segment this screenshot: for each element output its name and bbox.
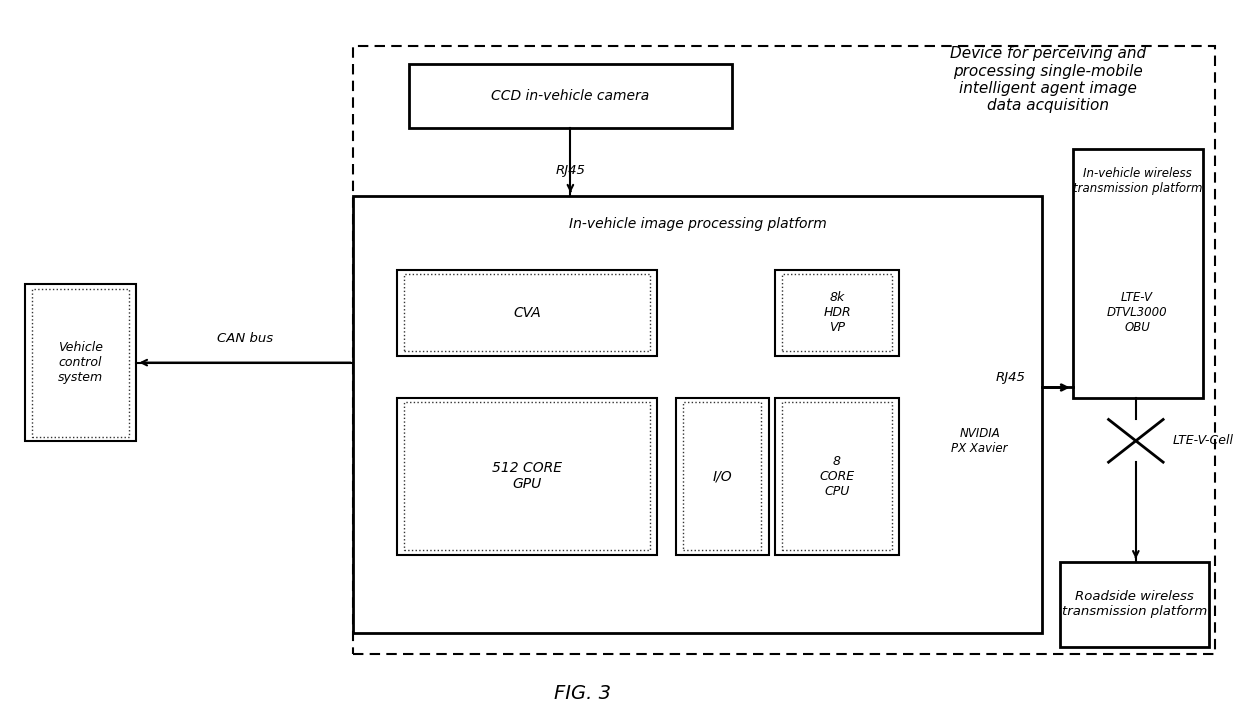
Bar <box>782 274 892 351</box>
Text: CVA: CVA <box>513 306 541 320</box>
Bar <box>404 274 650 351</box>
Bar <box>683 402 761 550</box>
Text: CCD in-vehicle camera: CCD in-vehicle camera <box>491 89 650 103</box>
Text: Device for perceiving and
processing single-mobile
intelligent agent image
data : Device for perceiving and processing sin… <box>950 46 1146 114</box>
Bar <box>25 284 136 441</box>
Text: LTE-V-Cell: LTE-V-Cell <box>1173 434 1234 447</box>
Bar <box>353 196 1042 633</box>
Text: 8k
HDR
VP: 8k HDR VP <box>823 292 851 334</box>
Bar <box>378 249 1004 619</box>
Text: In-vehicle wireless
transmission platform: In-vehicle wireless transmission platfor… <box>1073 167 1203 196</box>
Bar <box>32 289 129 437</box>
Bar <box>397 270 657 356</box>
Text: CAN bus: CAN bus <box>217 332 273 345</box>
Bar <box>404 402 650 550</box>
Text: NVIDIA
PX Xavier: NVIDIA PX Xavier <box>951 427 1008 455</box>
Bar <box>397 398 657 555</box>
Text: RJ45: RJ45 <box>556 164 585 177</box>
Bar <box>1073 149 1203 398</box>
Bar <box>775 398 899 555</box>
Bar <box>1060 562 1209 647</box>
Text: FIG. 3: FIG. 3 <box>554 684 611 702</box>
Text: 8
CORE
CPU: 8 CORE CPU <box>820 455 854 498</box>
Text: Roadside wireless
transmission platform: Roadside wireless transmission platform <box>1061 590 1208 619</box>
Bar <box>782 402 892 550</box>
Bar <box>676 398 769 555</box>
Bar <box>353 46 1215 654</box>
Bar <box>409 64 732 128</box>
Bar <box>1083 245 1192 380</box>
Text: LTE-V
DTVL3000
OBU: LTE-V DTVL3000 OBU <box>1107 292 1167 334</box>
Text: 512 CORE
GPU: 512 CORE GPU <box>492 461 562 491</box>
Text: In-vehicle image processing platform: In-vehicle image processing platform <box>569 217 826 231</box>
Text: Vehicle
control
system: Vehicle control system <box>58 341 103 384</box>
Text: I/O: I/O <box>713 469 732 483</box>
Text: RJ45: RJ45 <box>996 371 1025 384</box>
Bar <box>775 270 899 356</box>
